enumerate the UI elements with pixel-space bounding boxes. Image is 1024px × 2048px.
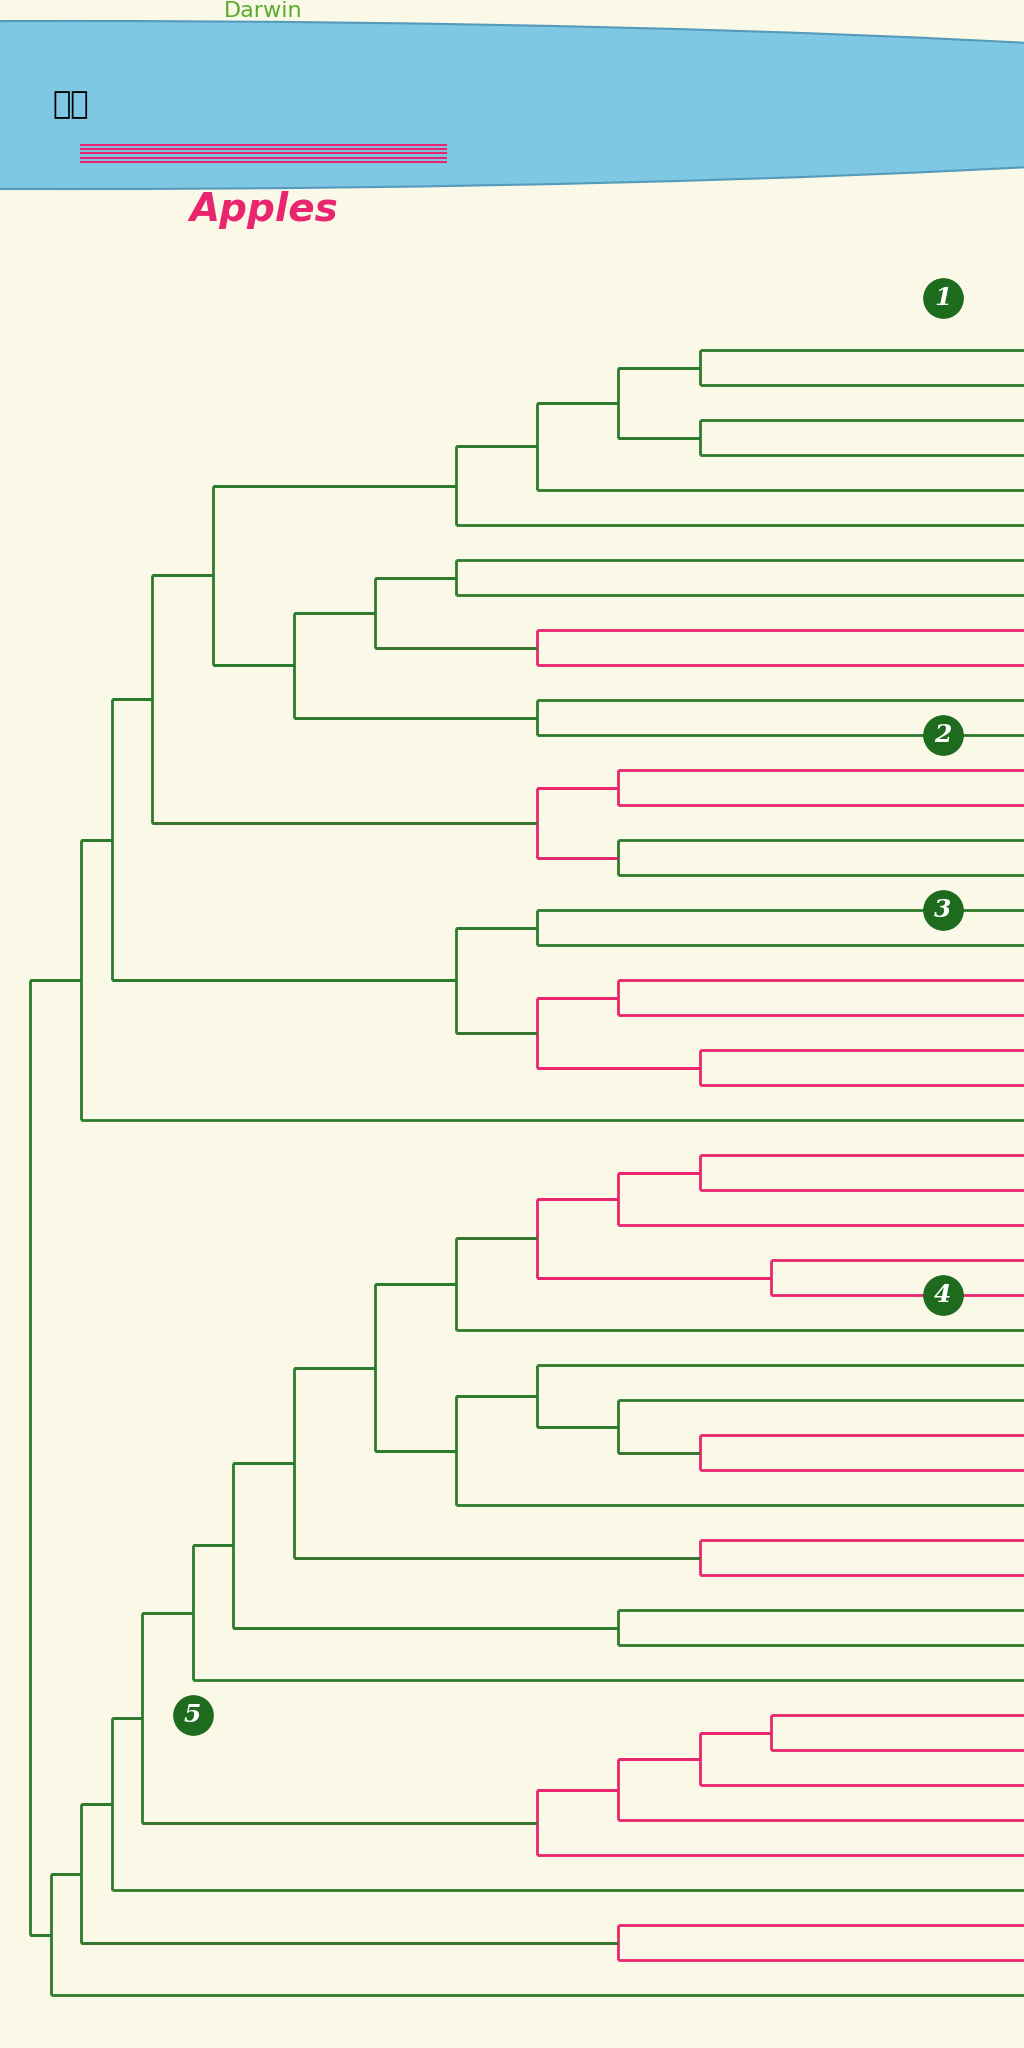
Point — [935, 1278, 951, 1311]
Ellipse shape — [0, 20, 1024, 188]
Text: LIFE: LIFE — [214, 137, 313, 178]
Text: of: of — [254, 106, 273, 125]
Text: 🇬🇧: 🇬🇧 — [52, 90, 89, 119]
Point — [935, 893, 951, 926]
Text: 4: 4 — [934, 1284, 951, 1307]
Text: 2: 2 — [934, 723, 951, 748]
Text: 3: 3 — [934, 899, 951, 922]
Text: Apples: Apples — [189, 190, 338, 229]
Point — [184, 1700, 201, 1733]
Point — [935, 719, 951, 752]
Text: Darwin: Darwin — [224, 0, 303, 20]
Text: TREE: TREE — [205, 49, 323, 90]
Point — [935, 281, 951, 313]
Text: 5: 5 — [184, 1704, 202, 1726]
Text: 1: 1 — [934, 285, 951, 309]
